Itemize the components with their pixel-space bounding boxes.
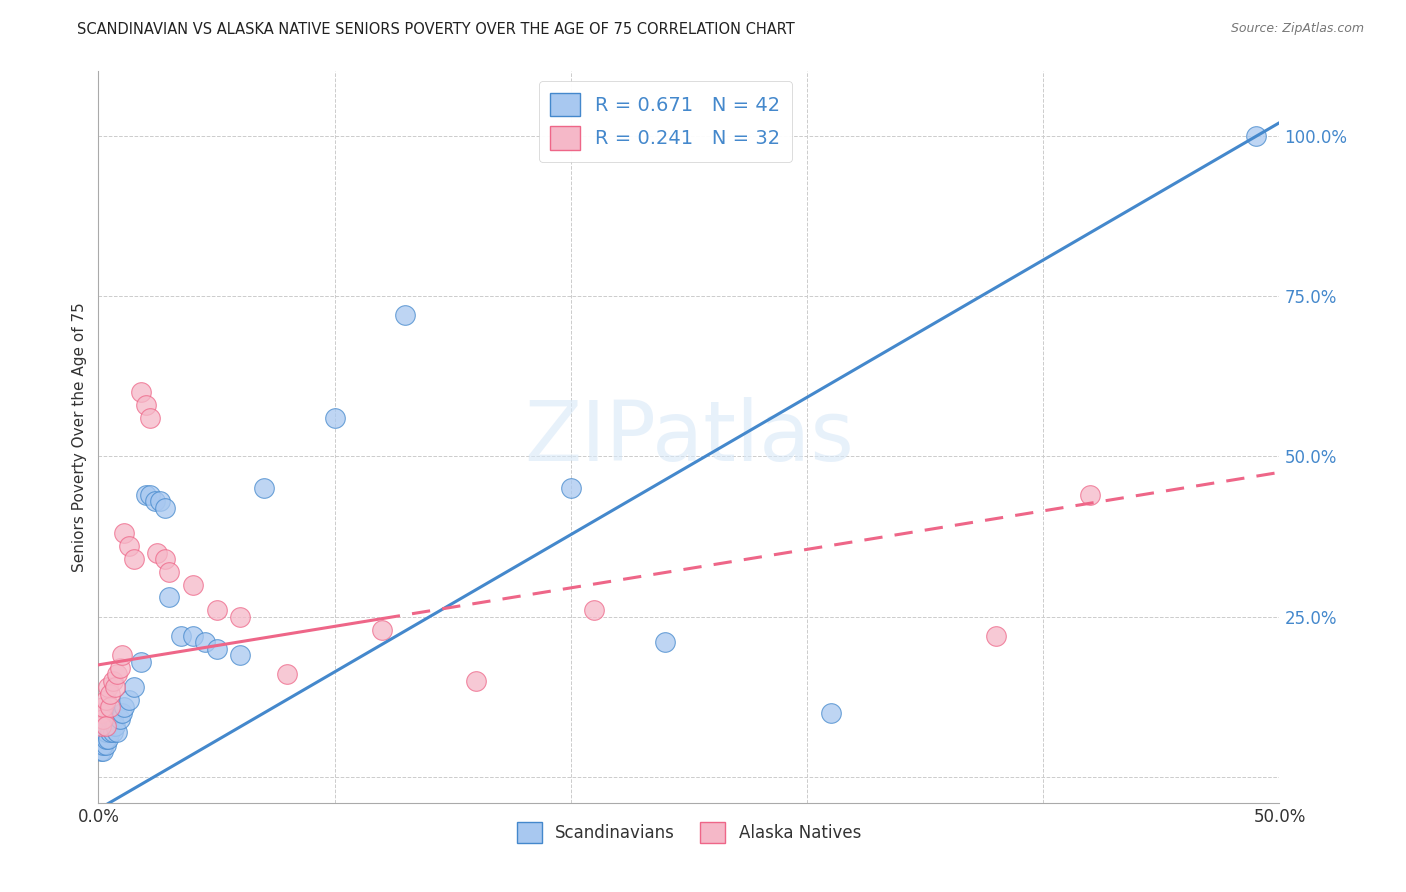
Point xyxy=(129,385,152,400)
Point xyxy=(94,731,117,746)
Point xyxy=(97,681,120,695)
Point xyxy=(91,725,114,739)
Point xyxy=(583,603,606,617)
Point xyxy=(654,635,676,649)
Point xyxy=(104,681,127,695)
Point xyxy=(94,725,117,739)
Point xyxy=(129,655,152,669)
Point xyxy=(98,712,121,726)
Point xyxy=(323,410,346,425)
Point xyxy=(118,693,141,707)
Point xyxy=(181,577,204,591)
Point xyxy=(94,693,117,707)
Point xyxy=(181,629,204,643)
Point xyxy=(105,725,128,739)
Point xyxy=(91,744,114,758)
Point xyxy=(820,706,842,720)
Point xyxy=(170,629,193,643)
Point xyxy=(94,719,117,733)
Point xyxy=(90,744,112,758)
Point xyxy=(253,482,276,496)
Point xyxy=(111,648,134,663)
Point xyxy=(122,681,145,695)
Point xyxy=(560,482,582,496)
Point xyxy=(122,552,145,566)
Point xyxy=(97,719,120,733)
Point xyxy=(276,667,298,681)
Point xyxy=(90,706,112,720)
Point xyxy=(111,706,134,720)
Point xyxy=(101,712,124,726)
Point xyxy=(139,488,162,502)
Legend: Scandinavians, Alaska Natives: Scandinavians, Alaska Natives xyxy=(510,815,868,849)
Point xyxy=(194,635,217,649)
Point xyxy=(149,494,172,508)
Point xyxy=(94,738,117,752)
Point xyxy=(91,738,114,752)
Point xyxy=(98,687,121,701)
Y-axis label: Seniors Poverty Over the Age of 75: Seniors Poverty Over the Age of 75 xyxy=(72,302,87,572)
Point xyxy=(104,719,127,733)
Point xyxy=(139,410,162,425)
Point xyxy=(135,398,157,412)
Text: Source: ZipAtlas.com: Source: ZipAtlas.com xyxy=(1230,22,1364,36)
Point xyxy=(394,308,416,322)
Point xyxy=(91,712,114,726)
Point xyxy=(205,603,228,617)
Point xyxy=(90,738,112,752)
Point xyxy=(465,673,488,688)
Point xyxy=(108,661,131,675)
Point xyxy=(1080,488,1102,502)
Point xyxy=(1244,128,1267,143)
Point xyxy=(91,699,114,714)
Point xyxy=(146,545,169,559)
Point xyxy=(153,552,176,566)
Point xyxy=(143,494,166,508)
Point xyxy=(984,629,1007,643)
Point xyxy=(108,712,131,726)
Point xyxy=(153,500,176,515)
Point xyxy=(98,699,121,714)
Point xyxy=(205,641,228,656)
Point xyxy=(112,526,135,541)
Point xyxy=(101,725,124,739)
Point xyxy=(229,609,252,624)
Point xyxy=(157,591,180,605)
Point xyxy=(98,725,121,739)
Point xyxy=(90,719,112,733)
Point xyxy=(229,648,252,663)
Point xyxy=(118,539,141,553)
Point xyxy=(97,731,120,746)
Point xyxy=(112,699,135,714)
Point xyxy=(157,565,180,579)
Point xyxy=(105,667,128,681)
Text: SCANDINAVIAN VS ALASKA NATIVE SENIORS POVERTY OVER THE AGE OF 75 CORRELATION CHA: SCANDINAVIAN VS ALASKA NATIVE SENIORS PO… xyxy=(77,22,794,37)
Text: ZIPatlas: ZIPatlas xyxy=(524,397,853,477)
Point xyxy=(371,623,394,637)
Point xyxy=(101,673,124,688)
Point xyxy=(135,488,157,502)
Point xyxy=(90,731,112,746)
